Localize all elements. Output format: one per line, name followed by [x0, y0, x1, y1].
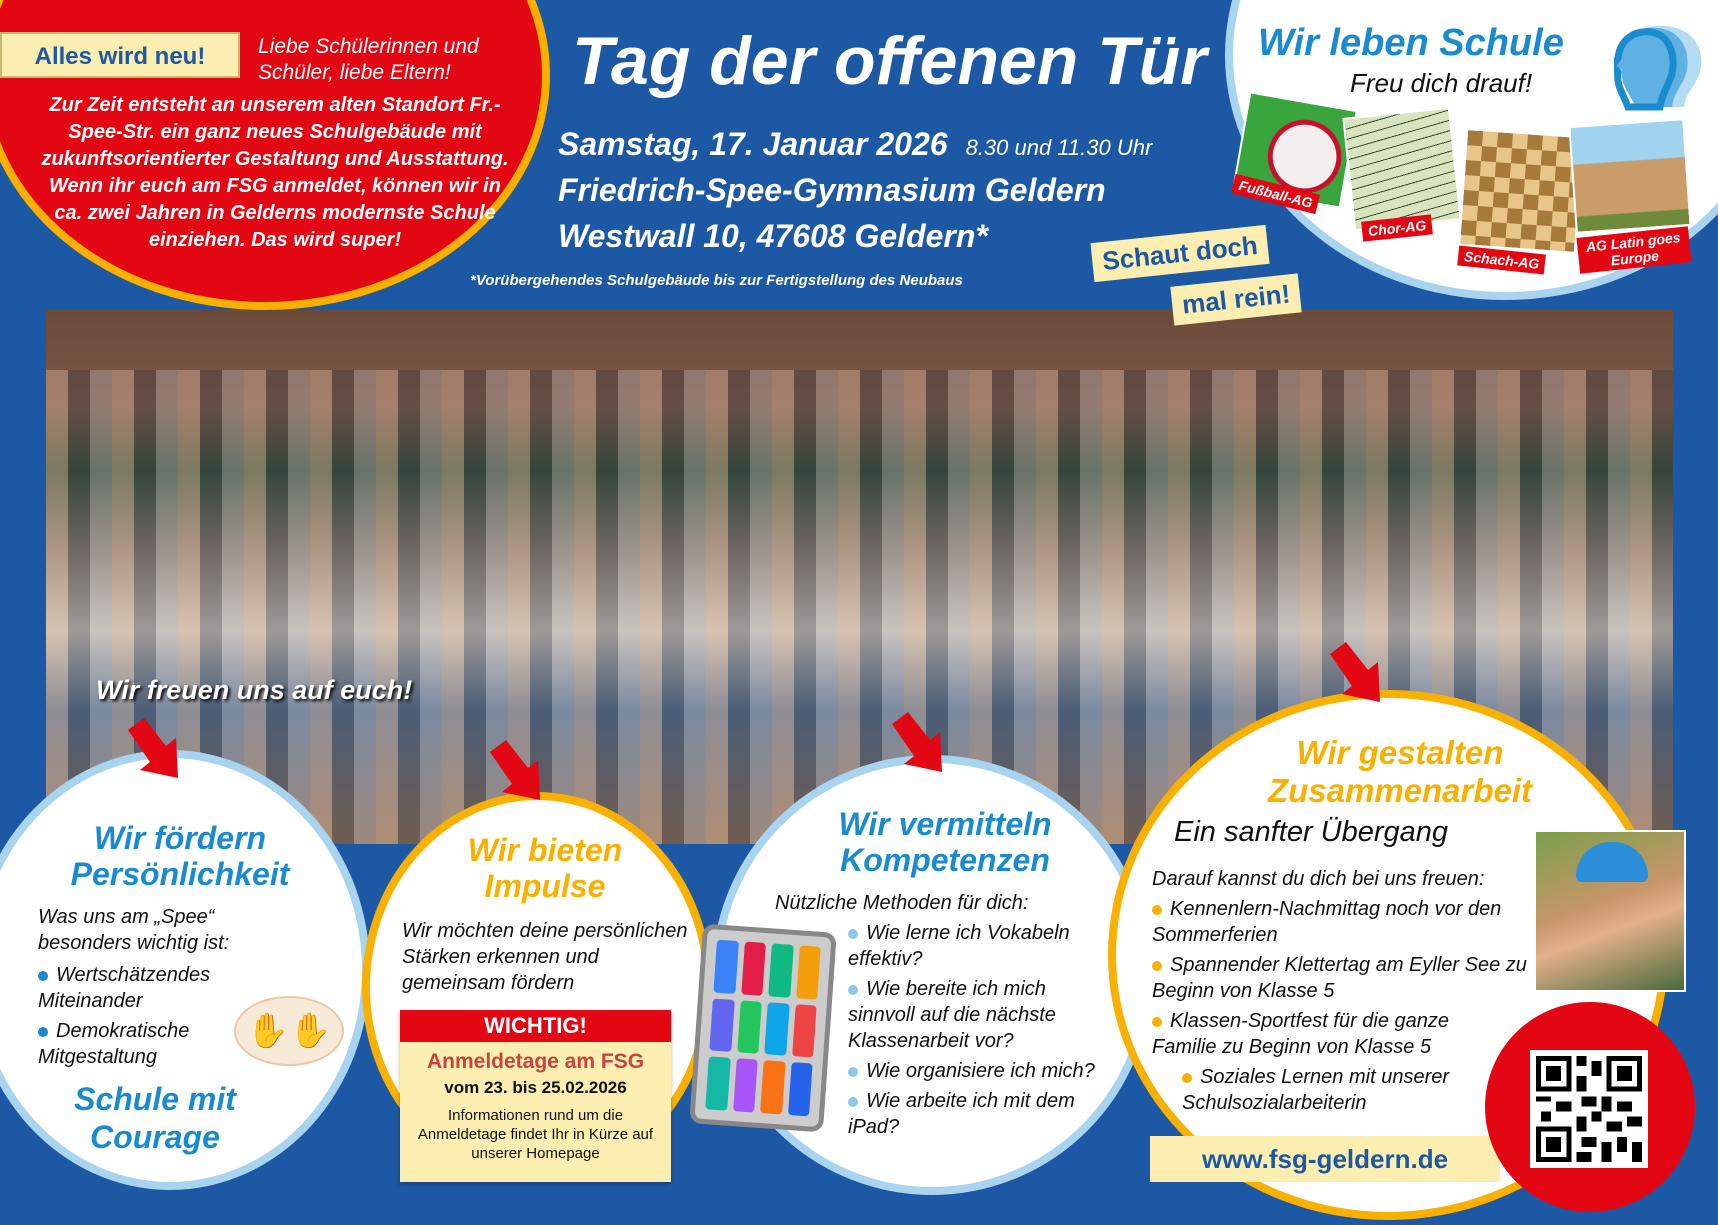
personality-title-line-1: Wir fördern [93, 820, 267, 856]
handprints-image: ✋✋ [234, 996, 344, 1066]
chess-ag-image [1458, 128, 1584, 254]
list-item: Wie lerne ich Vokabeln effektiv? [848, 920, 1098, 972]
cooperation-subtitle: Ein sanfter Übergang [1174, 816, 1449, 848]
cooperation-title: Wir gestalten Zusammenarbeit [1200, 734, 1600, 810]
impulse-title-line-1: Wir bieten [467, 832, 623, 868]
list-item-text: Wie lerne ich Vokabeln effektiv? [848, 922, 1070, 970]
important-box: WICHTIG! Anmeldetage am FSG vom 23. bis … [400, 1010, 671, 1182]
cooperation-list: Kennenlern-Nachmittag noch vor den Somme… [1152, 896, 1528, 1116]
list-item-text: Wie organisiere ich mich? [866, 1060, 1095, 1082]
personality-circle [0, 750, 370, 1190]
school-address: Westwall 10, 47608 Geldern* [558, 218, 988, 254]
competence-title-line-1: Wir vermitteln [838, 806, 1052, 842]
list-item-text: Wie arbeite ich mit dem iPad? [848, 1090, 1075, 1138]
impulse-title-line-2: Impulse [484, 868, 606, 904]
photo-caption: Wir freuen uns auf euch! [96, 675, 413, 705]
important-header: WICHTIG! [400, 1010, 671, 1042]
list-item: Demokratische Mitgestaltung [38, 1018, 238, 1070]
list-item-text: Spannender Klettertag am Eyller See zu B… [1152, 954, 1527, 1002]
impulse-text: Wir möchten deine persönlichen Stärken e… [402, 920, 688, 994]
event-date: Samstag, 17. Januar 2026 [558, 126, 948, 162]
list-item: Soziales Lernen mit unserer Schulsoziala… [1182, 1064, 1482, 1116]
cooperation-intro: Darauf kannst du dich bei uns freuen: [1152, 868, 1485, 890]
intro-text: Zur Zeit entsteht an unserem alten Stand… [41, 94, 509, 251]
head-profile-logo-icon [1607, 22, 1714, 112]
important-title: Anmeldetage am FSG [426, 1050, 645, 1073]
ipad-image [689, 923, 837, 1133]
personality-intro: Was uns am „Spee“ besonders wichtig ist: [38, 906, 230, 954]
school-name: Friedrich-Spee-Gymnasium Geldern [558, 172, 1106, 208]
intro-badge: Alles wird neu! [0, 32, 240, 78]
competence-list: Wie lerne ich Vokabeln effektiv? Wie ber… [848, 920, 1098, 1140]
impulse-title: Wir bieten Impulse [400, 832, 690, 904]
list-item: Klassen-Sportfest für die ganze Familie … [1152, 1008, 1482, 1060]
list-item: Kennenlern-Nachmittag noch vor den Somme… [1152, 896, 1528, 948]
list-item: Spannender Klettertag am Eyller See zu B… [1152, 952, 1528, 1004]
qr-code[interactable] [1530, 1050, 1648, 1168]
callout-look-inside: Schaut doch [1090, 224, 1270, 283]
motto-line-1: Schule mit [74, 1081, 236, 1117]
page-title: Tag der offenen Tür [572, 23, 1207, 99]
motto: Schule mit Courage [30, 1080, 280, 1156]
list-item-text: Klassen-Sportfest für die ganze Familie … [1152, 1010, 1450, 1058]
event-date-row: Samstag, 17. Januar 2026 8.30 und 11.30 … [558, 126, 1152, 163]
list-item-text: Wie bereite ich mich sinnvoll auf die nä… [848, 978, 1056, 1052]
personality-title-line-2: Persönlichkeit [70, 856, 290, 892]
personality-list: Wertschätzendes Miteinander Demokratisch… [38, 962, 238, 1070]
school-life-title: Wir leben Schule [1258, 22, 1564, 64]
latin-ag-image [1568, 118, 1692, 234]
choir-ag-image [1342, 106, 1462, 232]
personality-title: Wir fördern Persönlichkeit [30, 820, 330, 892]
list-item: Wie bereite ich mich sinnvoll auf die nä… [848, 976, 1098, 1054]
group-photo: Wir freuen uns auf euch! [46, 310, 1673, 844]
website-link[interactable]: www.fsg-geldern.de [1150, 1136, 1500, 1182]
climbing-photo [1534, 830, 1686, 992]
event-time: 8.30 und 11.30 Uhr [965, 135, 1153, 160]
cooperation-title-line-1: Wir gestalten [1296, 734, 1504, 771]
important-dates: vom 23. bis 25.02.2026 [444, 1078, 627, 1097]
address-footnote: *Vorübergehendes Schulgebäude bis zur Fe… [470, 272, 963, 289]
list-item-text: Demokratische Mitgestaltung [38, 1020, 190, 1068]
list-item-text: Soziales Lernen mit unserer Schulsoziala… [1182, 1066, 1450, 1114]
list-item: Wie arbeite ich mit dem iPad? [848, 1088, 1098, 1140]
competence-title: Wir vermitteln Kompetenzen [780, 806, 1110, 878]
school-life-subtitle: Freu dich drauf! [1350, 68, 1533, 98]
list-item: Wie organisiere ich mich? [848, 1058, 1098, 1084]
cooperation-title-line-2: Zusammenarbeit [1267, 772, 1533, 809]
competence-title-line-2: Kompetenzen [840, 842, 1050, 878]
motto-line-2: Courage [90, 1119, 220, 1155]
important-info: Informationen rund um die Anmeldetage fi… [417, 1107, 654, 1162]
competence-intro: Nützliche Methoden für dich: [775, 892, 1029, 914]
list-item-text: Kennenlern-Nachmittag noch vor den Somme… [1152, 898, 1502, 946]
intro-greeting: Liebe Schülerinnen und Schüler, liebe El… [258, 35, 479, 84]
list-item: Wertschätzendes Miteinander [38, 962, 238, 1014]
list-item-text: Wertschätzendes Miteinander [38, 964, 211, 1012]
